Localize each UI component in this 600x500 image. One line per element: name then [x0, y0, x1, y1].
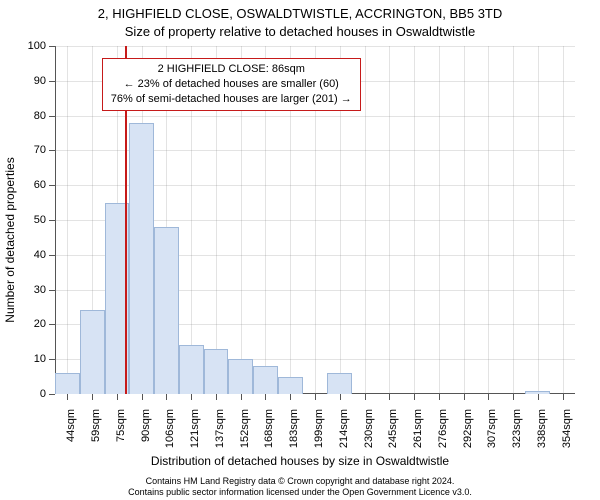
- annotation-line: 2 HIGHFIELD CLOSE: 86sqm: [111, 62, 352, 77]
- gridline-vertical: [365, 46, 366, 394]
- x-tick-label: 106sqm: [164, 409, 176, 448]
- x-tick-label: 199sqm: [313, 409, 325, 448]
- histogram-bar: [253, 366, 278, 394]
- x-tick: [439, 394, 440, 400]
- gridline-vertical: [464, 46, 465, 394]
- annotation-line: ← 23% of detached houses are smaller (60…: [111, 77, 352, 92]
- y-tick: [49, 150, 55, 151]
- y-tick-label: 80: [34, 110, 46, 122]
- x-tick: [365, 394, 366, 400]
- histogram-bar: [327, 373, 352, 394]
- y-tick: [49, 255, 55, 256]
- annotation-box: 2 HIGHFIELD CLOSE: 86sqm← 23% of detache…: [102, 58, 361, 111]
- x-tick: [166, 394, 167, 400]
- gridline-vertical: [414, 46, 415, 394]
- y-tick-label: 30: [34, 284, 46, 296]
- footer-line-2: Contains public sector information licen…: [128, 487, 472, 497]
- x-tick: [513, 394, 514, 400]
- histogram-bar: [80, 310, 105, 394]
- histogram-bar: [55, 373, 80, 394]
- y-tick: [49, 394, 55, 395]
- x-tick-label: 292sqm: [462, 409, 474, 448]
- x-tick-label: 323sqm: [511, 409, 523, 448]
- histogram-bar: [179, 345, 204, 394]
- histogram-bar: [129, 123, 154, 394]
- y-tick-label: 100: [28, 40, 46, 52]
- x-tick: [290, 394, 291, 400]
- x-tick: [414, 394, 415, 400]
- y-tick: [49, 324, 55, 325]
- y-tick-label: 20: [34, 318, 46, 330]
- x-tick-label: 183sqm: [288, 409, 300, 448]
- x-tick-label: 214sqm: [338, 409, 350, 448]
- footer-line-1: Contains HM Land Registry data © Crown c…: [146, 476, 455, 486]
- y-tick-label: 50: [34, 214, 46, 226]
- chart-title-sub: Size of property relative to detached ho…: [0, 24, 600, 39]
- gridline-vertical: [389, 46, 390, 394]
- x-tick-label: 338sqm: [536, 409, 548, 448]
- y-tick-label: 10: [34, 353, 46, 365]
- y-tick: [49, 116, 55, 117]
- chart-title-main: 2, HIGHFIELD CLOSE, OSWALDTWISTLE, ACCRI…: [0, 6, 600, 21]
- y-tick-label: 60: [34, 179, 46, 191]
- histogram-bar: [228, 359, 253, 394]
- x-tick: [241, 394, 242, 400]
- x-tick: [538, 394, 539, 400]
- x-tick-label: 152sqm: [239, 409, 251, 448]
- histogram-bar: [154, 227, 179, 394]
- x-tick-label: 137sqm: [214, 409, 226, 448]
- plot-area: 010203040506070809010044sqm59sqm75sqm90s…: [55, 46, 575, 394]
- y-tick: [49, 359, 55, 360]
- x-tick: [67, 394, 68, 400]
- x-tick: [389, 394, 390, 400]
- x-tick-label: 307sqm: [486, 409, 498, 448]
- y-tick: [49, 220, 55, 221]
- x-tick-label: 75sqm: [115, 409, 127, 442]
- y-tick: [49, 81, 55, 82]
- histogram-bar: [278, 377, 303, 394]
- x-tick: [464, 394, 465, 400]
- x-axis-label: Distribution of detached houses by size …: [0, 454, 600, 468]
- x-tick: [488, 394, 489, 400]
- gridline-vertical: [513, 46, 514, 394]
- y-tick-label: 0: [40, 388, 46, 400]
- gridline-vertical: [439, 46, 440, 394]
- histogram-bar: [204, 349, 229, 394]
- footer-attribution: Contains HM Land Registry data © Crown c…: [0, 476, 600, 499]
- gridline-vertical: [538, 46, 539, 394]
- y-axis-label: Number of detached properties: [3, 157, 17, 322]
- x-tick: [92, 394, 93, 400]
- annotation-line: 76% of semi-detached houses are larger (…: [111, 92, 352, 107]
- gridline-vertical: [488, 46, 489, 394]
- x-tick-label: 230sqm: [363, 409, 375, 448]
- x-tick-label: 354sqm: [561, 409, 573, 448]
- y-tick: [49, 290, 55, 291]
- x-tick-label: 168sqm: [263, 409, 275, 448]
- y-tick-label: 40: [34, 249, 46, 261]
- x-tick-label: 261sqm: [412, 409, 424, 448]
- x-tick: [191, 394, 192, 400]
- x-tick: [315, 394, 316, 400]
- x-tick-label: 121sqm: [189, 409, 201, 448]
- y-tick-label: 90: [34, 75, 46, 87]
- x-tick: [117, 394, 118, 400]
- histogram-bar: [525, 391, 550, 394]
- chart-container: 2, HIGHFIELD CLOSE, OSWALDTWISTLE, ACCRI…: [0, 0, 600, 500]
- y-tick-label: 70: [34, 144, 46, 156]
- y-tick: [49, 185, 55, 186]
- x-tick-label: 245sqm: [387, 409, 399, 448]
- x-tick: [340, 394, 341, 400]
- x-tick: [216, 394, 217, 400]
- x-tick-label: 90sqm: [140, 409, 152, 442]
- gridline-vertical: [67, 46, 68, 394]
- x-tick: [142, 394, 143, 400]
- x-tick-label: 44sqm: [65, 409, 77, 442]
- x-tick: [265, 394, 266, 400]
- x-tick-label: 59sqm: [90, 409, 102, 442]
- x-tick: [563, 394, 564, 400]
- gridline-vertical: [563, 46, 564, 394]
- x-tick-label: 276sqm: [437, 409, 449, 448]
- y-tick: [49, 46, 55, 47]
